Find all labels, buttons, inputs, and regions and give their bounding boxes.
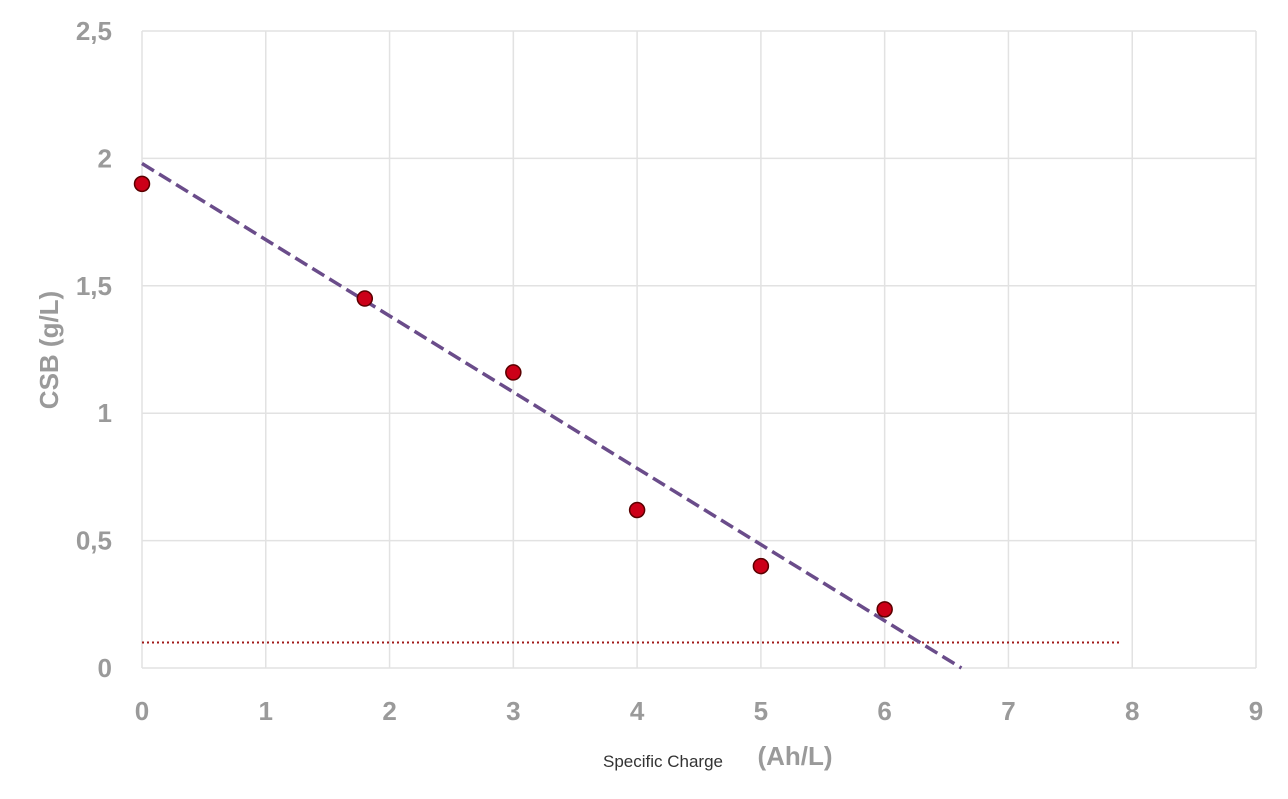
x-tick-label: 6 [877, 696, 891, 726]
x-tick-label: 8 [1125, 696, 1139, 726]
x-axis-label: Specific Charge [603, 752, 723, 771]
grid [141, 30, 1257, 669]
data-point [628, 501, 646, 519]
x-tick-label: 7 [1001, 696, 1015, 726]
y-axis-label: CSB (g/L) [34, 291, 64, 409]
data-point [505, 364, 522, 381]
y-tick-labels: 0 0,5 1 1,5 2 2,5 [76, 16, 112, 683]
trendline-layer [141, 162, 963, 670]
data-point [752, 557, 770, 575]
y-tick-label: 2,5 [76, 16, 112, 46]
data-point [876, 601, 893, 618]
x-tick-labels: 0 1 2 3 4 5 6 7 8 9 [135, 696, 1263, 726]
x-tick-label: 5 [754, 696, 768, 726]
data-point [356, 290, 374, 307]
data-points [133, 175, 893, 618]
y-tick-label: 0 [98, 653, 112, 683]
y-tick-label: 1,5 [76, 271, 112, 301]
x-tick-label: 0 [135, 696, 149, 726]
x-tick-label: 3 [506, 696, 520, 726]
data-point [133, 175, 151, 193]
x-tick-label: 4 [630, 696, 645, 726]
x-tick-label: 9 [1249, 696, 1263, 726]
y-tick-label: 2 [98, 143, 112, 173]
y-tick-label: 0,5 [76, 526, 112, 556]
trendline [141, 162, 963, 670]
x-tick-label: 2 [382, 696, 396, 726]
x-tick-label: 1 [259, 696, 273, 726]
x-axis-unit-label: (Ah/L) [757, 741, 832, 771]
y-tick-label: 1 [98, 398, 112, 428]
